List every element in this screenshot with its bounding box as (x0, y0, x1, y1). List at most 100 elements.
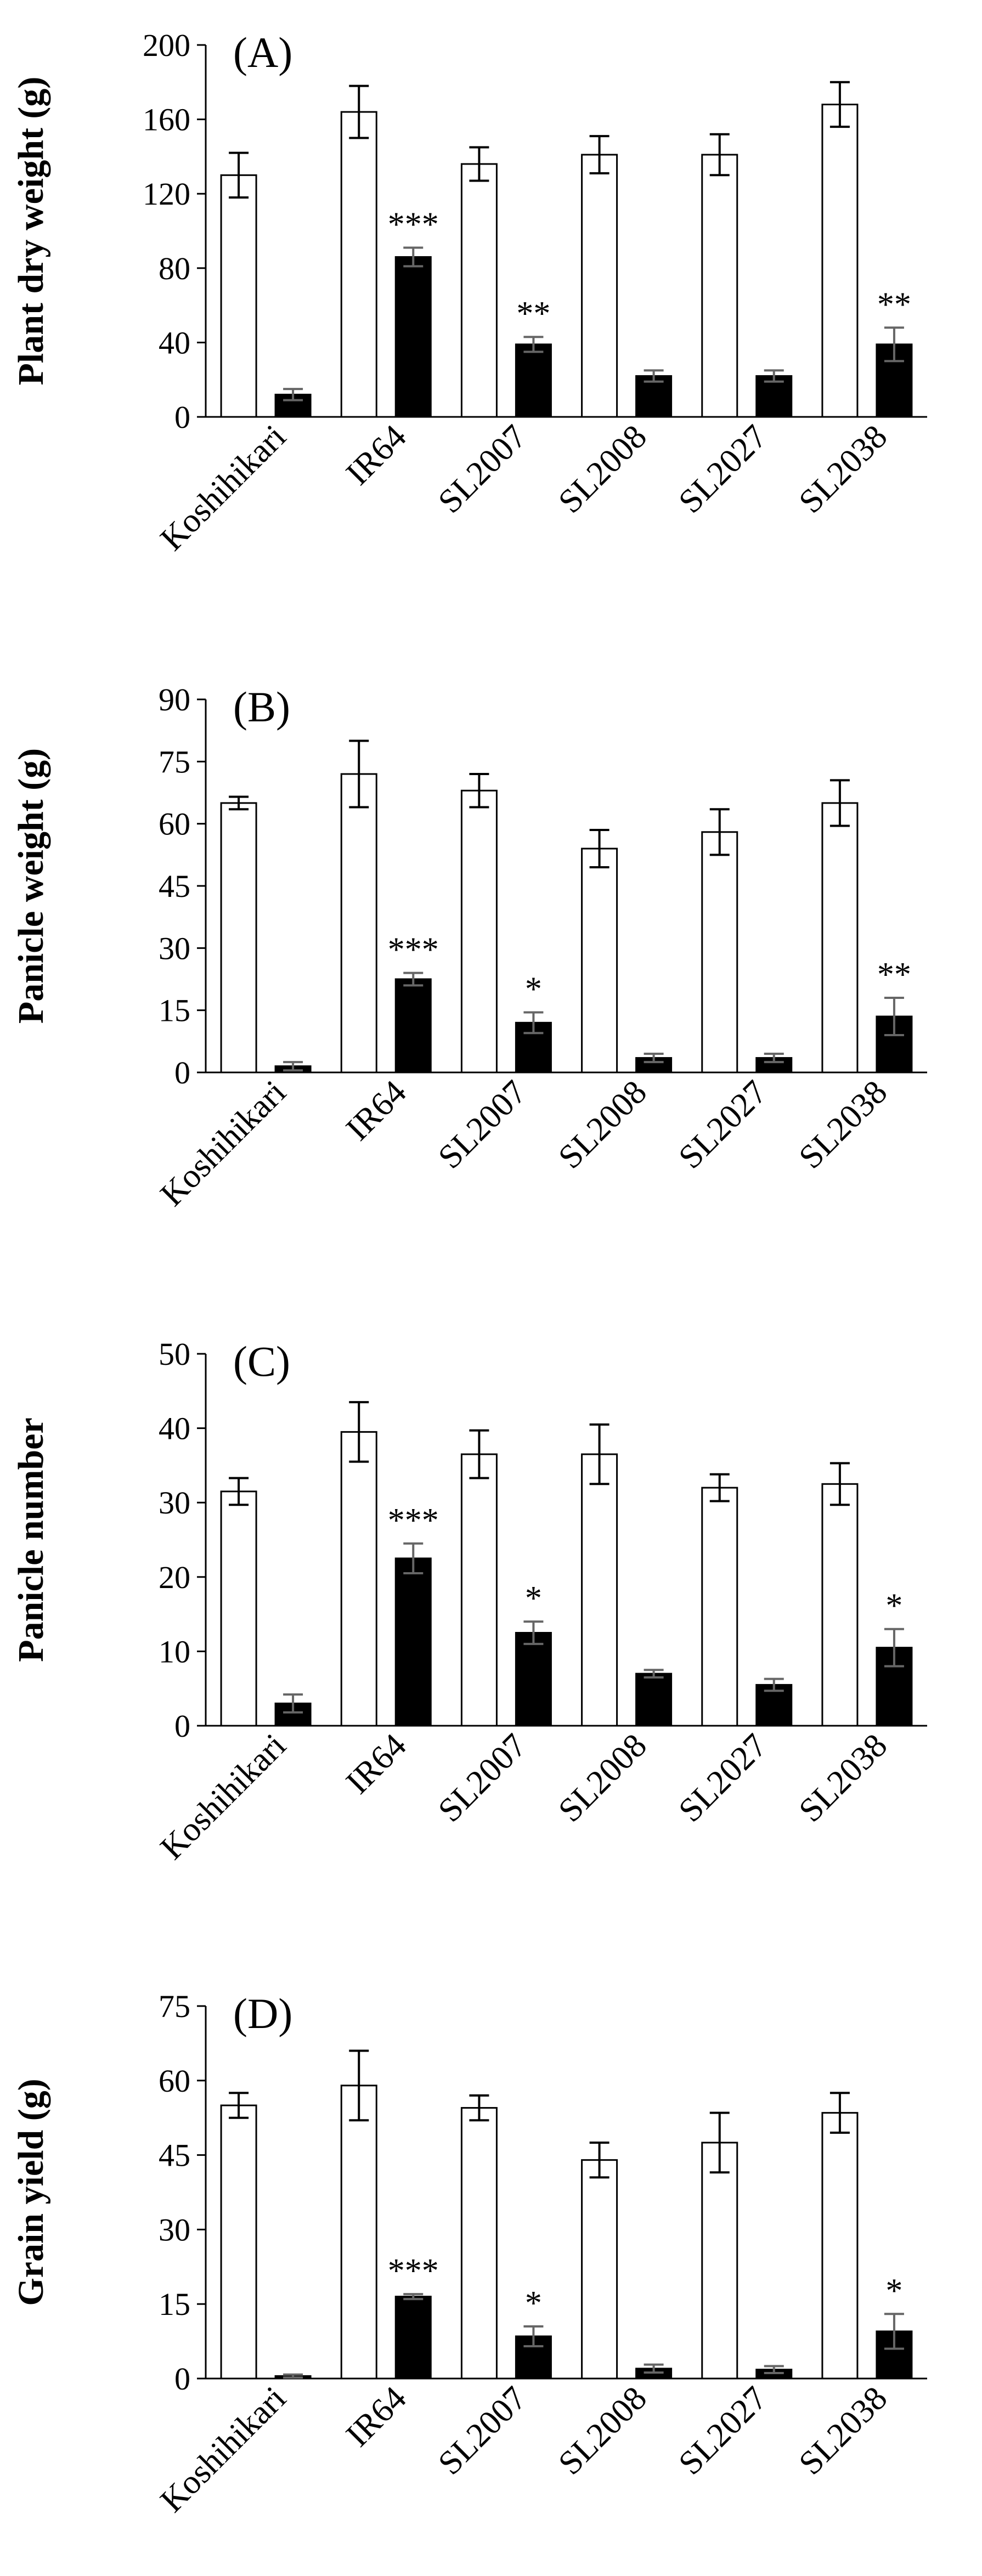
significance-label: *** (388, 206, 439, 244)
category-label-sl2038: SL2038 (792, 1727, 894, 1829)
category-label-sl2007: SL2007 (431, 2380, 534, 2482)
y-tick-label: 10 (159, 1634, 190, 1669)
bar-filled-sl2008 (635, 1673, 673, 1727)
bar-filled-sl2027 (755, 375, 793, 418)
y-tick-label: 0 (174, 399, 190, 435)
significance-label: * (525, 2285, 542, 2322)
bar-filled-ir64 (394, 2296, 432, 2380)
category-label-sl2008: SL2008 (551, 1074, 654, 1176)
bar-filled-ir64 (394, 1557, 432, 1727)
category-label-ir64: IR64 (339, 418, 414, 493)
bar-open-sl2007 (460, 789, 498, 1074)
bar-open-ir64 (340, 773, 377, 1074)
bar-open-ir64 (340, 1431, 377, 1727)
y-tick-label: 0 (174, 1055, 190, 1091)
y-tick-label: 60 (159, 2063, 190, 2099)
bar-open-ir64 (340, 111, 377, 418)
bar-open-sl2007 (460, 1453, 498, 1727)
bar-filled-sl2007 (515, 343, 552, 418)
y-tick-label: 50 (159, 1336, 190, 1372)
y-tick-label: 45 (159, 868, 190, 904)
y-axis-title: Plant dry weight (g) (11, 77, 51, 386)
panel-label: (B) (233, 683, 290, 731)
category-label-sl2027: SL2027 (671, 418, 774, 521)
category-label-sl2007: SL2007 (431, 1074, 534, 1176)
y-tick-label: 90 (159, 682, 190, 718)
bar-open-sl2008 (581, 848, 618, 1074)
category-label-sl2027: SL2027 (671, 1727, 774, 1829)
y-tick-label: 40 (159, 325, 190, 360)
bar-open-koshihikari (220, 1490, 257, 1727)
y-tick-label: 15 (159, 993, 190, 1029)
y-tick-label: 75 (159, 744, 190, 779)
significance-label: ** (516, 295, 550, 332)
y-tick-label: 30 (159, 2212, 190, 2247)
y-axis-title: Panicle number (11, 1417, 51, 1662)
y-tick-label: 120 (143, 176, 190, 212)
bar-open-sl2008 (581, 154, 618, 418)
category-label-sl2007: SL2007 (431, 418, 534, 521)
bar-open-koshihikari (220, 2104, 257, 2380)
y-tick-label: 40 (159, 1411, 190, 1447)
y-tick-label: 75 (159, 1989, 190, 2024)
bar-open-sl2007 (460, 2107, 498, 2380)
chart-panel-1: 0 40 80 120 160 200 Plant dry weight (g) (A) Kos… (11, 27, 927, 558)
chart-panel-2: 0 15 30 45 60 75 90 Panicle weight (g) (B) Koshih… (11, 682, 927, 1213)
significance-label: * (525, 1580, 542, 1617)
chart-panel-4: 0 15 30 45 60 75 Grain yield (g) (D) Koshihikari… (11, 1989, 927, 2519)
y-tick-label: 60 (159, 806, 190, 842)
bar-filled-sl2007 (515, 1632, 552, 1727)
significance-label: * (885, 1588, 902, 1625)
bar-filled-sl2038 (876, 343, 913, 418)
y-tick-label: 30 (159, 1485, 190, 1521)
bar-open-sl2038 (821, 802, 859, 1074)
panel-label: (A) (233, 29, 292, 76)
bar-open-ir64 (340, 2084, 377, 2380)
y-tick-label: 80 (159, 251, 190, 286)
y-axis-title: Grain yield (g) (11, 2078, 51, 2306)
category-label-sl2008: SL2008 (551, 2380, 654, 2482)
bar-filled-ir64 (394, 978, 432, 1074)
bar-open-sl2038 (821, 2112, 859, 2380)
chart-panel-3: 0 10 20 30 40 50 Panicle number (C) Koshihikari *… (11, 1336, 927, 1867)
bar-open-sl2027 (701, 2142, 738, 2380)
category-label-koshihikari: Koshihikari (153, 1727, 293, 1867)
category-label-koshihikari: Koshihikari (153, 1074, 293, 1213)
significance-label: ** (877, 956, 911, 993)
category-label-sl2007: SL2007 (431, 1727, 534, 1829)
category-label-sl2038: SL2038 (792, 2380, 894, 2482)
y-tick-label: 15 (159, 2286, 190, 2322)
category-label-sl2038: SL2038 (792, 1074, 894, 1176)
y-tick-label: 20 (159, 1560, 190, 1595)
y-tick-label: 0 (174, 2361, 190, 2397)
significance-label: * (525, 970, 542, 1008)
category-label-sl2008: SL2008 (551, 1727, 654, 1829)
bar-open-sl2027 (701, 154, 738, 418)
significance-label: * (885, 2272, 902, 2309)
significance-label: *** (388, 1502, 439, 1539)
y-tick-label: 200 (143, 27, 190, 63)
bar-open-koshihikari (220, 802, 257, 1074)
significance-label: *** (388, 2252, 439, 2290)
category-label-ir64: IR64 (339, 1074, 414, 1148)
significance-label: ** (877, 286, 911, 323)
bar-open-sl2038 (821, 103, 859, 418)
significance-label: *** (388, 931, 439, 969)
category-label-sl2027: SL2027 (671, 2380, 774, 2482)
bar-open-sl2027 (701, 831, 738, 1074)
bar-open-sl2038 (821, 1483, 859, 1727)
panel-label: (D) (233, 1990, 292, 2037)
category-label-sl2038: SL2038 (792, 418, 894, 521)
y-tick-label: 0 (174, 1708, 190, 1744)
y-axis-title: Panicle weight (g) (11, 748, 51, 1024)
y-tick-label: 160 (143, 102, 190, 138)
bar-open-koshihikari (220, 174, 257, 418)
panel-label: (C) (233, 1337, 290, 1385)
category-label-sl2027: SL2027 (671, 1074, 774, 1176)
bar-filled-ir64 (394, 256, 432, 418)
category-label-sl2008: SL2008 (551, 418, 654, 521)
bar-open-sl2027 (701, 1487, 738, 1727)
y-tick-label: 45 (159, 2138, 190, 2173)
category-label-koshihikari: Koshihikari (153, 2380, 293, 2519)
